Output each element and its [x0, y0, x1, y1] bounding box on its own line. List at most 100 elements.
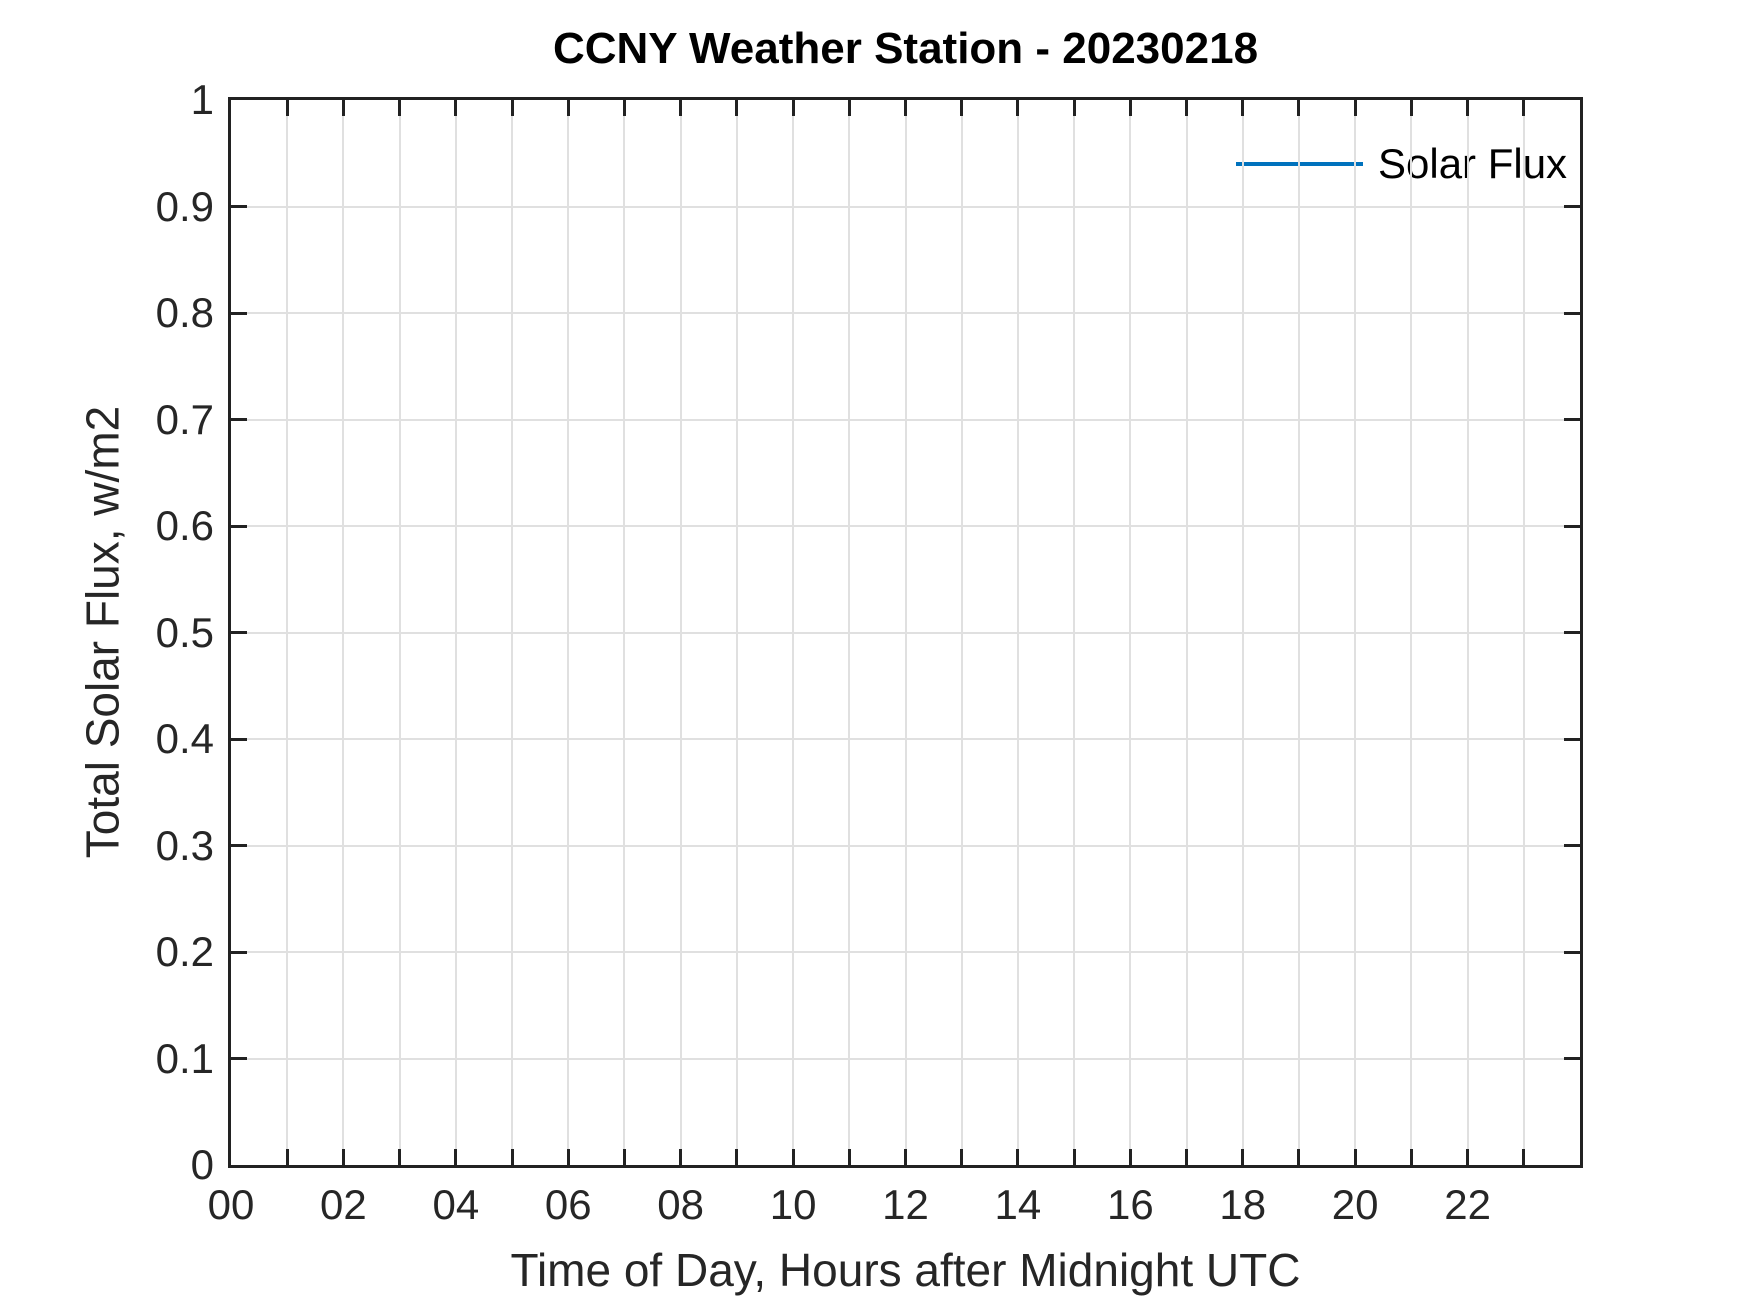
y-tick-label: 0.1: [155, 1034, 214, 1082]
x-tick-label: 04: [432, 1181, 480, 1228]
horizontal-gridline: [231, 738, 1580, 740]
x-tick-mark: [1297, 100, 1301, 116]
y-tick-mark: [231, 205, 247, 208]
x-tick-mark: [341, 1149, 345, 1165]
y-tick-mark: [1564, 205, 1580, 208]
x-tick-label: 16: [1106, 1181, 1154, 1228]
x-tick-mark: [735, 100, 739, 116]
horizontal-gridline: [231, 844, 1580, 847]
x-tick-mark: [1016, 100, 1020, 116]
y-tick-label: 0.6: [155, 502, 214, 549]
y-tick-mark: [1564, 418, 1580, 421]
y-tick-label: 1: [190, 76, 214, 123]
x-tick-label: 14: [994, 1181, 1042, 1228]
x-tick-mark: [622, 100, 626, 116]
y-tick-label: 0.7: [155, 395, 214, 443]
y-tick-mark: [231, 950, 247, 954]
chart-title: CCNY Weather Station - 20230218: [552, 24, 1259, 73]
x-tick-mark: [398, 100, 402, 116]
y-tick-label: 0.3: [155, 821, 214, 869]
x-tick-mark: [735, 1149, 739, 1165]
x-tick-mark: [566, 100, 570, 116]
y-tick-mark: [231, 844, 247, 847]
horizontal-gridline: [231, 951, 1580, 953]
y-tick-label: 0.5: [155, 608, 214, 656]
x-tick-mark: [1353, 1149, 1357, 1165]
x-tick-mark: [1466, 1149, 1470, 1165]
x-tick-label: 12: [882, 1181, 929, 1228]
x-tick-mark: [1128, 100, 1132, 116]
y-tick-mark: [231, 631, 247, 634]
y-tick-mark: [231, 418, 247, 421]
x-tick-mark: [1409, 1149, 1413, 1165]
y-tick-mark: [1564, 844, 1580, 847]
x-tick-mark: [454, 100, 458, 116]
y-tick-mark: [1564, 524, 1580, 528]
x-tick-mark: [904, 1149, 907, 1165]
x-tick-mark: [1072, 100, 1076, 116]
x-tick-label: 02: [320, 1181, 367, 1228]
x-tick-mark: [1297, 1149, 1301, 1165]
x-tick-mark: [679, 100, 683, 116]
horizontal-gridline: [231, 525, 1580, 527]
x-tick-mark: [1522, 100, 1526, 116]
x-tick-mark: [1353, 100, 1357, 116]
x-tick-label: 10: [769, 1181, 817, 1228]
x-tick-mark: [1409, 100, 1413, 116]
x-tick-mark: [679, 1149, 683, 1165]
x-tick-mark: [791, 1149, 795, 1165]
y-tick-label: 0.4: [155, 715, 214, 762]
x-tick-mark: [622, 1149, 626, 1165]
horizontal-gridline: [231, 1057, 1580, 1060]
y-tick-label: 0.2: [155, 928, 214, 975]
x-tick-mark: [398, 1149, 402, 1165]
x-tick-mark: [1128, 1149, 1132, 1165]
x-tick-mark: [1072, 1149, 1076, 1165]
x-axis-label: Time of Day, Hours after Midnight UTC: [510, 1244, 1301, 1296]
y-tick-mark: [1564, 311, 1580, 315]
y-tick-mark: [231, 524, 247, 528]
x-tick-mark: [904, 100, 907, 116]
x-tick-mark: [341, 100, 345, 116]
y-tick-label: 0.9: [155, 182, 214, 230]
x-tick-label: 00: [207, 1181, 255, 1228]
horizontal-gridline: [231, 205, 1580, 208]
y-tick-label: 0: [190, 1141, 214, 1188]
y-tick-mark: [1564, 1057, 1580, 1060]
horizontal-gridline: [231, 418, 1580, 421]
x-tick-mark: [1241, 1149, 1245, 1165]
horizontal-gridline: [231, 631, 1580, 634]
x-tick-mark: [510, 100, 514, 116]
x-tick-mark: [1185, 1149, 1189, 1165]
plot-area: Solar Flux: [228, 97, 1583, 1168]
x-tick-label: 06: [544, 1181, 592, 1228]
x-tick-mark: [791, 100, 795, 116]
y-tick-mark: [1564, 631, 1580, 634]
legend: Solar Flux: [1236, 142, 1567, 186]
x-tick-mark: [1016, 1149, 1020, 1165]
x-tick-mark: [1466, 100, 1470, 116]
x-tick-mark: [285, 100, 289, 116]
x-tick-mark: [510, 1149, 514, 1165]
x-tick-mark: [454, 1149, 458, 1165]
x-tick-label: 08: [657, 1181, 705, 1228]
y-tick-label: 0.8: [155, 289, 214, 336]
x-tick-label: 20: [1331, 1181, 1379, 1228]
x-tick-mark: [847, 1149, 851, 1165]
y-tick-mark: [231, 311, 247, 315]
x-tick-mark: [566, 1149, 570, 1165]
x-tick-mark: [1522, 1149, 1526, 1165]
x-tick-mark: [1241, 100, 1245, 116]
x-tick-mark: [285, 1149, 289, 1165]
y-tick-mark: [1564, 737, 1580, 741]
x-tick-mark: [847, 100, 851, 116]
horizontal-gridline: [231, 312, 1580, 314]
y-tick-mark: [231, 737, 247, 741]
y-tick-mark: [1564, 950, 1580, 954]
x-tick-mark: [1185, 100, 1189, 116]
x-tick-label: 22: [1444, 1181, 1491, 1228]
x-tick-mark: [960, 100, 964, 116]
x-tick-mark: [960, 1149, 964, 1165]
y-tick-mark: [231, 1057, 247, 1060]
